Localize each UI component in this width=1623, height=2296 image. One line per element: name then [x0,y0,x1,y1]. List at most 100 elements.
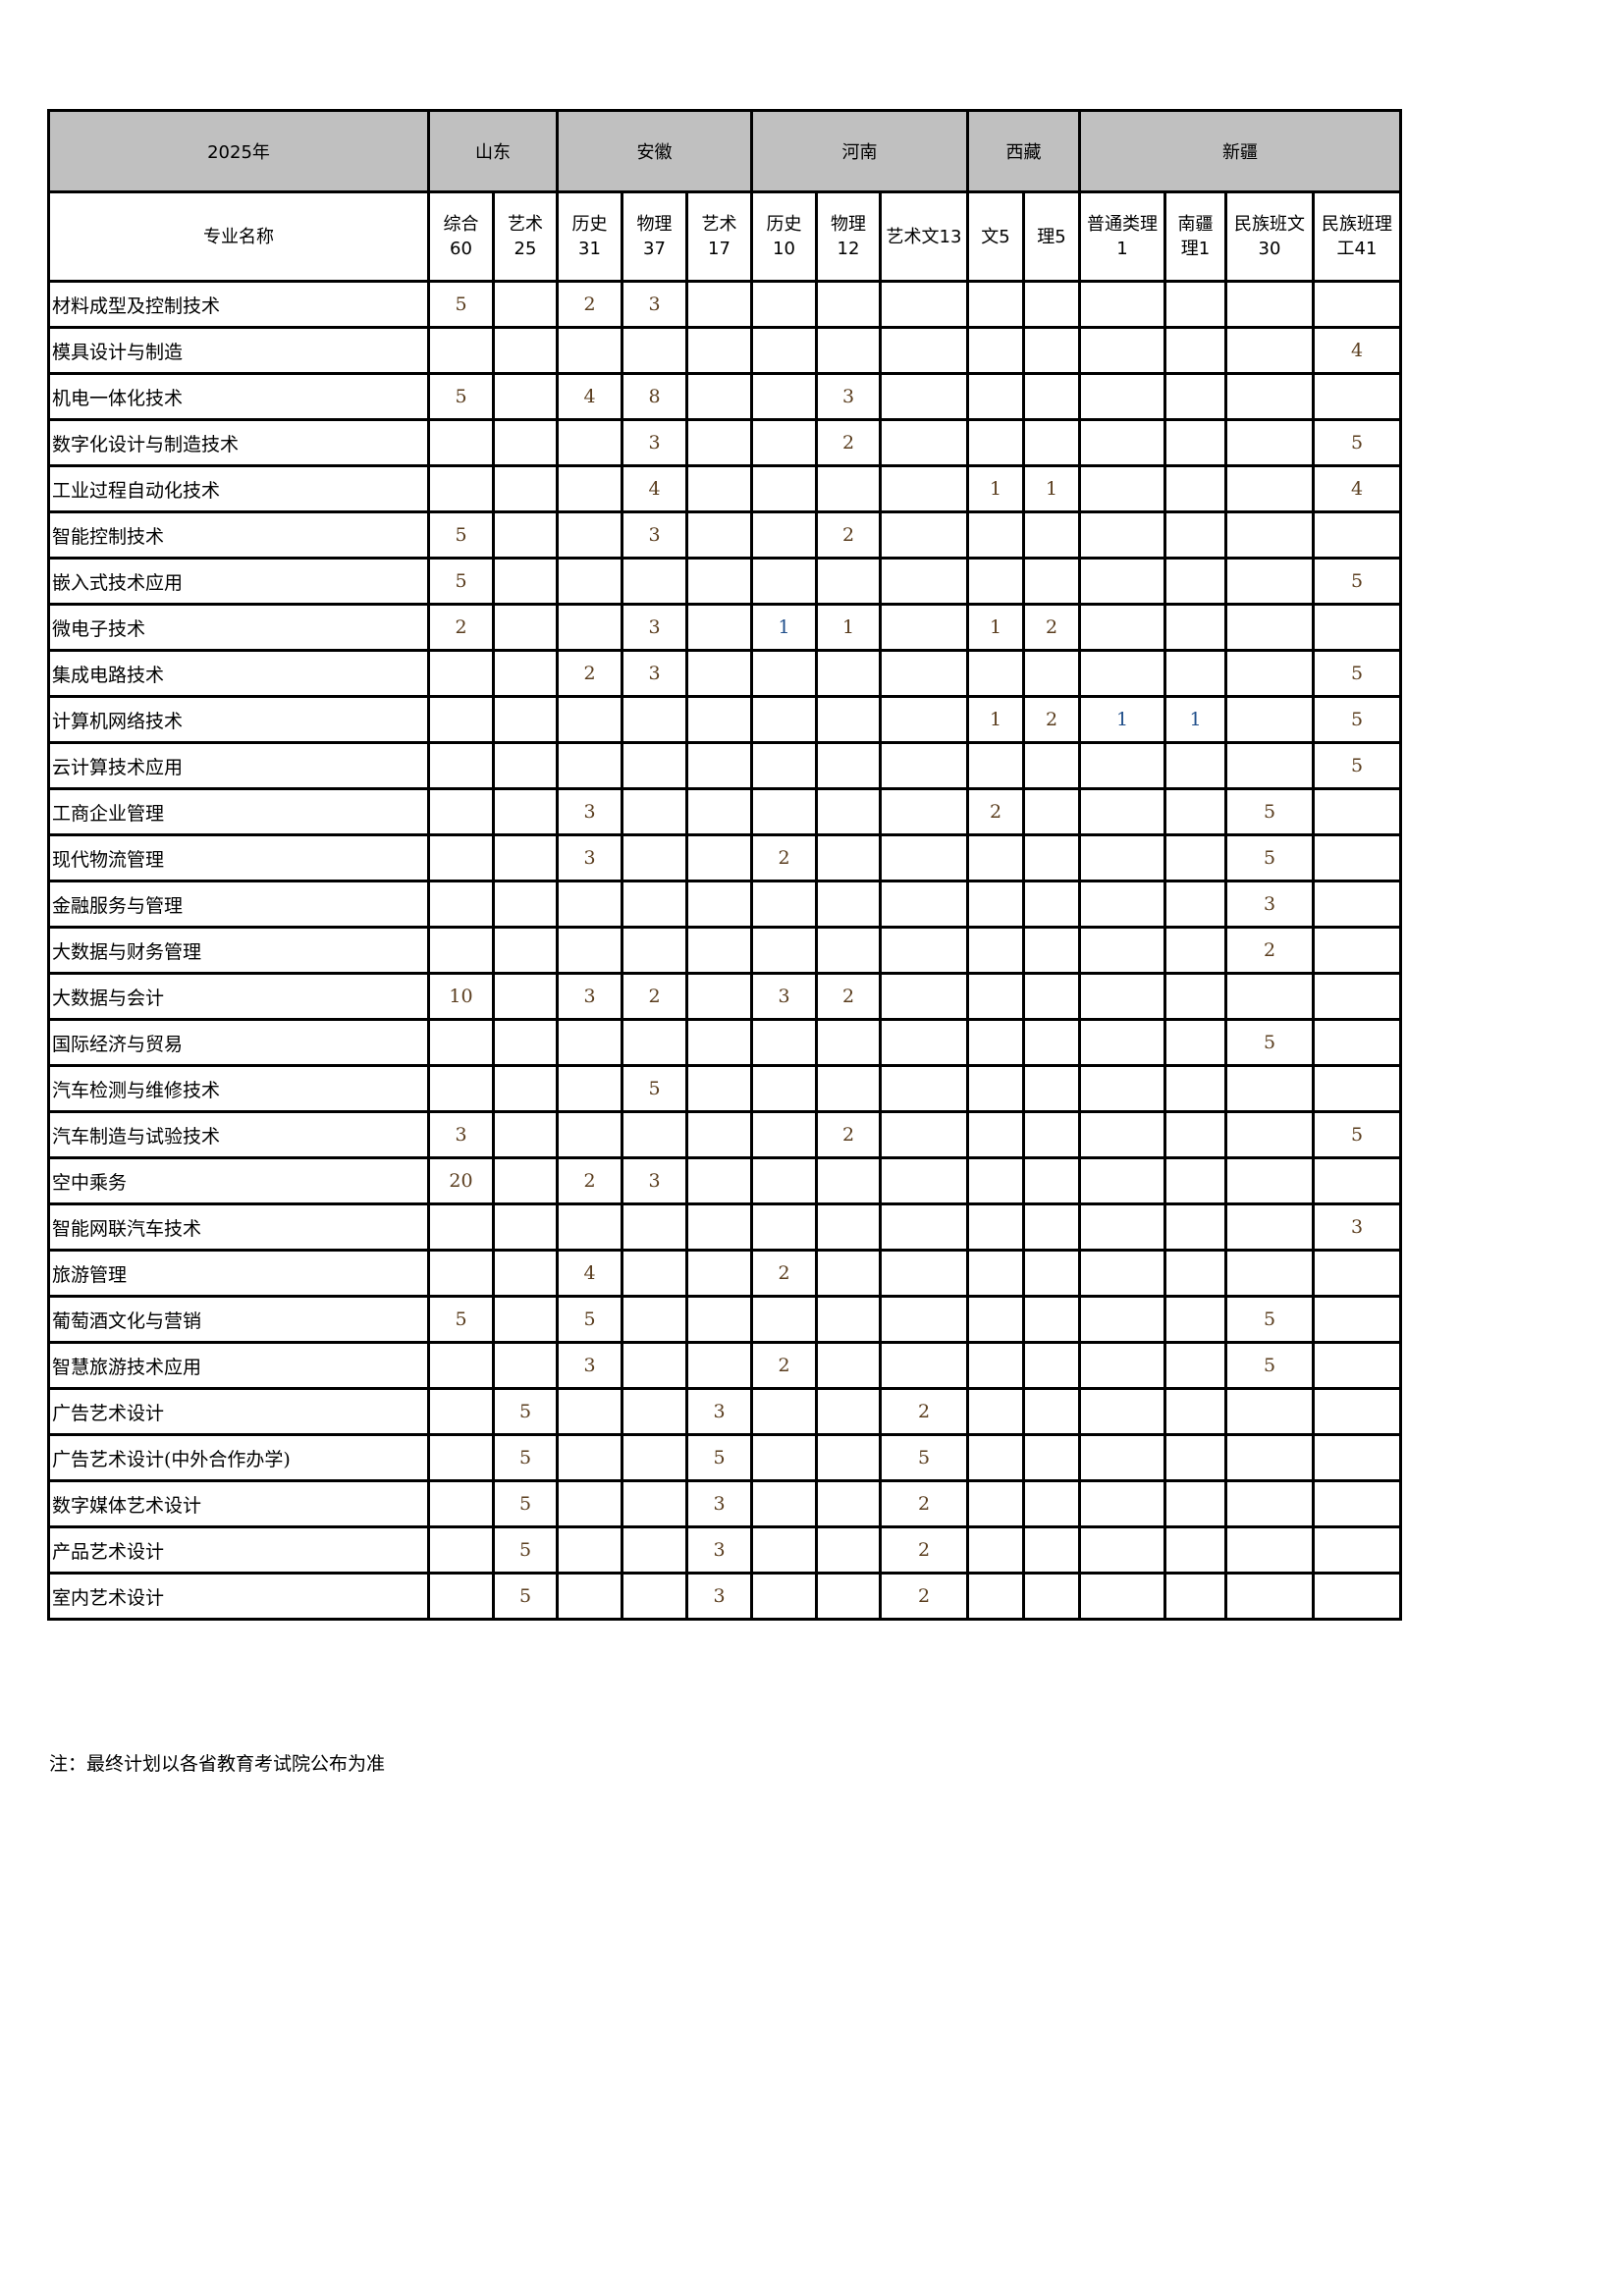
quota-cell [1163,1156,1227,1205]
quota-cell: 1 [1022,464,1081,513]
quota-cell [1163,1525,1227,1575]
quota-cell: 3 [621,280,688,329]
quota-cell [685,1018,753,1067]
quota-cell [1078,649,1166,698]
quota-cell [1224,1479,1315,1528]
quota-cell [1163,833,1227,882]
quota-cell: 3 [556,787,623,836]
quota-cell [1163,1479,1227,1528]
quota-cell [879,695,969,744]
quota-cell [492,649,559,698]
subcategory-header: 艺术 17 [685,190,753,283]
quota-cell [1022,326,1081,375]
quota-cell [1224,557,1315,606]
major-name: 汽车制造与试验技术 [47,1110,430,1159]
quota-cell [621,1572,688,1621]
quota-cell [685,1295,753,1344]
quota-cell [621,557,688,606]
quota-cell: 5 [427,1295,495,1344]
major-name: 广告艺术设计(中外合作办学) [47,1433,430,1482]
quota-cell [492,557,559,606]
quota-cell [492,695,559,744]
quota-cell [1224,1156,1315,1205]
quota-cell [815,557,882,606]
quota-cell: 3 [1224,880,1315,929]
subcategory-header: 民族班理 工41 [1312,190,1402,283]
table-row: 工商企业管理 3 2 5 [47,787,1402,836]
quota-cell [750,557,818,606]
major-name: 模具设计与制造 [47,326,430,375]
quota-cell [1312,926,1402,975]
quota-cell [966,372,1025,421]
quota-cell [1224,603,1315,652]
quota-cell [1312,972,1402,1021]
quota-cell: 5 [492,1525,559,1575]
quota-cell: 5 [427,280,495,329]
quota-cell [492,1295,559,1344]
quota-cell: 2 [427,603,495,652]
quota-cell [1163,1387,1227,1436]
quota-cell [815,1018,882,1067]
quota-cell [879,326,969,375]
quota-cell [879,1249,969,1298]
major-name: 计算机网络技术 [47,695,430,744]
quota-cell [966,1110,1025,1159]
table-row: 智慧旅游技术应用 3 2 5 [47,1341,1402,1390]
quota-cell [879,1156,969,1205]
quota-cell [1312,1156,1402,1205]
quota-cell [492,603,559,652]
quota-cell [621,1249,688,1298]
major-name: 智慧旅游技术应用 [47,1341,430,1390]
quota-cell [815,326,882,375]
quota-cell [1163,464,1227,513]
quota-cell [556,1433,623,1482]
quota-cell [1163,1018,1227,1067]
quota-cell [1224,372,1315,421]
quota-cell [879,1018,969,1067]
quota-cell: 1 [1078,695,1166,744]
quota-cell [966,741,1025,790]
table-row: 汽车制造与试验技术 3 2 5 [47,1110,1402,1159]
quota-cell: 3 [621,603,688,652]
quota-cell [879,1341,969,1390]
quota-cell [621,787,688,836]
quota-cell [1163,1110,1227,1159]
quota-cell [815,833,882,882]
year-header: 2025年 [47,109,430,193]
subcategory-header: 艺术 25 [492,190,559,283]
quota-cell [556,926,623,975]
quota-cell [750,1295,818,1344]
province-header: 新疆 [1078,109,1402,193]
quota-cell [750,1572,818,1621]
quota-cell: 5 [427,372,495,421]
quota-cell [685,926,753,975]
table-row: 集成电路技术 2 3 5 [47,649,1402,698]
subcategory-header: 理5 [1022,190,1081,283]
quota-cell [492,1202,559,1252]
quota-cell [966,1295,1025,1344]
quota-cell [492,280,559,329]
quota-cell: 1 [966,695,1025,744]
table-row: 模具设计与制造 4 [47,326,1402,375]
major-name: 智能控制技术 [47,510,430,560]
quota-cell [556,695,623,744]
quota-cell [1224,326,1315,375]
subcategory-header: 历史 10 [750,190,818,283]
quota-cell [1312,510,1402,560]
quota-cell [1224,741,1315,790]
quota-cell: 2 [1022,603,1081,652]
quota-cell [815,1202,882,1252]
quota-cell: 5 [492,1433,559,1482]
quota-cell: 2 [621,972,688,1021]
quota-cell [1224,1387,1315,1436]
quota-cell [1022,1018,1081,1067]
quota-cell [492,464,559,513]
quota-cell: 2 [815,1110,882,1159]
quota-cell [1312,280,1402,329]
quota-cell [685,464,753,513]
quota-cell [492,926,559,975]
quota-cell [1312,787,1402,836]
quota-cell [815,1572,882,1621]
quota-cell [815,1479,882,1528]
major-name: 嵌入式技术应用 [47,557,430,606]
